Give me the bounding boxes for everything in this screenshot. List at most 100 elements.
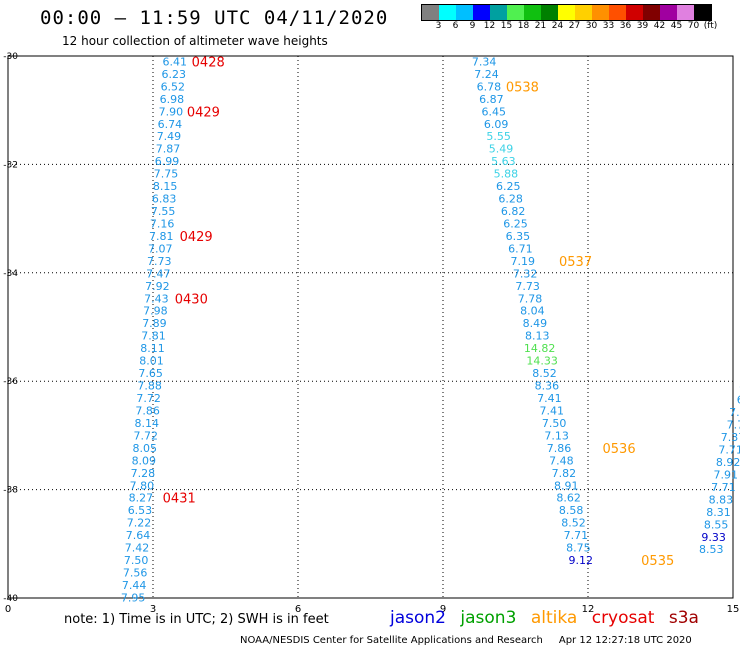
swh-value-s3a: 7.71	[718, 443, 740, 456]
swh-value-cryosat: 7.42	[125, 542, 150, 555]
swh-value-cryosat: 7.92	[145, 280, 170, 293]
x-tick-label: 0	[5, 604, 11, 615]
swh-value-s3a: 6	[737, 394, 740, 407]
swh-value-cryosat: 7.49	[157, 130, 182, 143]
sat-cryosat: cryosat	[591, 608, 655, 628]
sat-s3a: s3a	[668, 608, 699, 628]
swh-value-cryosat: 7.81	[141, 330, 166, 343]
swh-value-altika: 8.75	[566, 542, 591, 555]
pass-label: 0537	[559, 255, 592, 270]
swh-value-altika: 7.50	[542, 417, 567, 430]
swh-value-cryosat: 7.80	[130, 479, 155, 492]
swh-value-s3a: 7.4	[729, 406, 740, 419]
sat-altika: altika	[530, 608, 578, 628]
footer: NOAA/NESDIS Center for Satellite Applica…	[240, 635, 692, 646]
swh-value-altika: 6.28	[498, 193, 523, 206]
swh-value-cryosat: 8.09	[132, 454, 157, 467]
swh-value-s3a: 7.71	[711, 481, 736, 494]
swh-value-cryosat: 6.52	[161, 80, 186, 93]
swh-value-altika: 6.09	[484, 118, 509, 131]
swh-value-cryosat: 7.75	[154, 168, 179, 181]
legend-label: 21	[534, 21, 547, 31]
swh-value-cryosat: 8.15	[153, 180, 178, 193]
swh-value-altika: 8.52	[532, 367, 557, 380]
swh-value-altika: 5.55	[486, 130, 511, 143]
swh-value-altika: 5.49	[489, 143, 514, 156]
swh-value-cryosat: 7.81	[149, 230, 174, 243]
legend-swatch	[677, 5, 694, 20]
swh-value-cryosat: 6.74	[158, 118, 183, 131]
pass-label: 0536	[603, 442, 636, 457]
swh-value-altika: 8.52	[561, 517, 586, 530]
sat-jason2: jason2	[390, 608, 446, 628]
y-tick-label: -34	[3, 269, 18, 279]
y-tick-label: -40	[3, 594, 18, 604]
pass-label: 0428	[192, 55, 225, 70]
swh-value-altika: 14.33	[526, 355, 558, 368]
swh-value-cryosat: 7.87	[156, 143, 181, 156]
legend-label: 9	[469, 21, 476, 31]
swh-value-altika: 7.32	[513, 267, 538, 280]
swh-value-cryosat: 7.90	[159, 105, 184, 118]
pass-label: 0535	[641, 554, 674, 569]
legend-label: 33	[602, 21, 615, 31]
legend-swatch	[490, 5, 507, 20]
swh-value-s3a: 9.33	[701, 531, 726, 544]
page-subtitle: 12 hour collection of altimeter wave hei…	[62, 34, 328, 48]
swh-value-cryosat: 7.55	[151, 205, 176, 218]
color-scale-legend	[421, 4, 712, 21]
swh-value-altika: 7.34	[472, 55, 497, 68]
x-tick-label: 9	[440, 604, 446, 615]
swh-value-altika: 8.49	[523, 317, 548, 330]
swh-value-altika: 7.41	[537, 392, 562, 405]
y-tick-label: -38	[3, 486, 18, 496]
swh-value-cryosat: 7.95	[121, 591, 146, 604]
swh-value-altika: 6.25	[503, 217, 528, 230]
legend-swatch	[558, 5, 575, 20]
swh-value-altika: 5.88	[494, 168, 519, 181]
legend-label: 70	[687, 21, 700, 31]
legend-swatch	[575, 5, 592, 20]
swh-value-altika: 6.45	[482, 105, 507, 118]
swh-value-altika: 6.35	[506, 230, 531, 243]
swh-value-cryosat: 6.83	[152, 193, 177, 206]
pass-label: 0430	[175, 292, 208, 307]
swh-value-cryosat: 8.01	[139, 355, 164, 368]
swh-value-cryosat: 7.89	[142, 317, 167, 330]
swh-value-s3a: 8.92	[716, 456, 740, 469]
swh-value-cryosat: 7.98	[143, 305, 168, 318]
legend-swatch	[660, 5, 677, 20]
legend-label: 6	[452, 21, 459, 31]
legend-label: 42	[653, 21, 666, 31]
swh-value-cryosat: 8.27	[129, 492, 154, 505]
legend-label: 27	[568, 21, 581, 31]
units-note: note: 1) Time is in UTC; 2) SWH is in fe…	[64, 612, 329, 627]
swh-value-cryosat: 8.05	[133, 442, 158, 455]
swh-value-altika: 6.78	[477, 80, 502, 93]
swh-value-cryosat: 7.22	[127, 517, 152, 530]
legend-label: 36	[619, 21, 632, 31]
pass-label: 0431	[163, 492, 196, 507]
sat-jason3: jason3	[460, 608, 517, 628]
swh-value-altika: 7.86	[547, 442, 572, 455]
swh-value-cryosat: 7.28	[131, 467, 156, 480]
swh-value-altika: 7.71	[564, 529, 589, 542]
x-tick-label: 12	[582, 604, 595, 615]
swh-value-altika: 8.13	[525, 330, 550, 343]
y-tick-label: -30	[3, 52, 18, 62]
x-tick-label: 6	[295, 604, 301, 615]
swh-value-altika: 6.25	[496, 180, 521, 193]
swh-value-altika: 14.82	[524, 342, 556, 355]
pass-label: 0429	[180, 230, 213, 245]
legend-swatch	[524, 5, 541, 20]
swh-value-cryosat: 6.99	[155, 155, 180, 168]
legend-swatch	[422, 5, 439, 20]
swh-value-cryosat: 7.43	[144, 292, 169, 305]
swh-value-cryosat: 7.72	[134, 429, 159, 442]
swh-value-cryosat: 7.07	[148, 242, 173, 255]
swh-value-altika: 6.82	[501, 205, 526, 218]
swh-value-cryosat: 7.47	[146, 267, 171, 280]
legend-swatch	[643, 5, 660, 20]
swh-value-cryosat: 7.56	[123, 567, 148, 580]
